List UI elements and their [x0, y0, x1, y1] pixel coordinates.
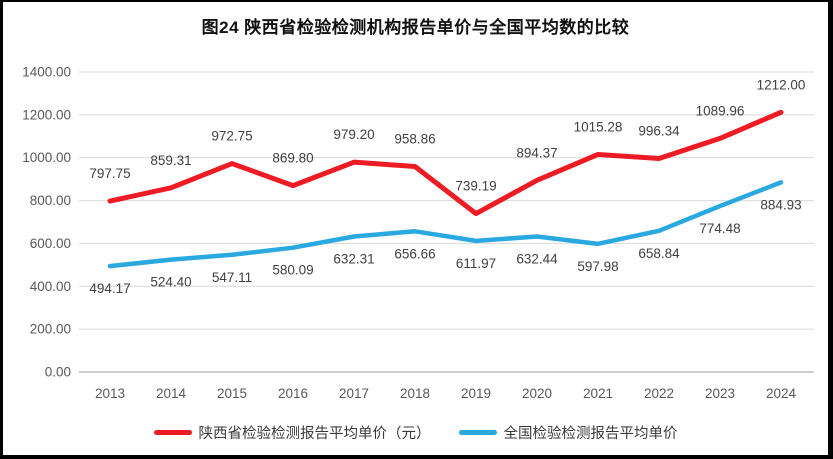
x-axis-tick-label: 2018: [400, 386, 430, 401]
data-label: 494.17: [89, 281, 130, 296]
x-axis-tick-label: 2021: [583, 386, 613, 401]
data-label: 632.44: [516, 251, 558, 266]
chart-plot-area: 0.00 200.00 400.00 600.00 800.00 1000.00 1200.…: [22, 65, 814, 401]
data-label: 972.75: [211, 129, 252, 144]
data-label: 580.09: [272, 263, 313, 278]
x-axis-tick-label: 2013: [95, 386, 125, 401]
y-axis-tick-label: 600.00: [30, 236, 71, 251]
legend-line-red-icon: [153, 430, 192, 435]
y-axis-tick-label: 800.00: [30, 193, 71, 208]
series-line-0: [107, 109, 784, 217]
x-axis-tick-label: 2019: [461, 386, 491, 401]
x-axis-tick-label: 2024: [766, 386, 797, 401]
data-label: 958.86: [394, 132, 435, 147]
data-label: 547.11: [212, 270, 252, 285]
data-label: 1015.28: [574, 119, 623, 134]
data-label: 1212.00: [757, 77, 806, 92]
data-label: 979.20: [333, 127, 374, 142]
chart-title: 图24 陕西省检验检测机构报告单价与全国平均数的比较: [201, 18, 630, 37]
x-axis-tick-label: 2022: [644, 386, 674, 401]
legend-label-shaanxi: 陕西省检验检测报告平均单价（元）: [198, 426, 431, 442]
data-label: 774.48: [699, 221, 740, 236]
x-axis-tick-label: 2017: [339, 386, 369, 401]
y-axis-tick-label: 1400.00: [22, 65, 71, 80]
y-axis-tick-label: 1000.00: [22, 150, 71, 165]
data-label: 797.75: [89, 166, 130, 181]
legend-item-national: 全国检验检测报告平均单价: [458, 422, 678, 443]
data-label: 656.66: [394, 246, 435, 261]
x-axis-tick-label: 2020: [522, 386, 552, 401]
x-axis-tick-label: 2014: [156, 386, 187, 401]
x-axis-tick-label: 2016: [278, 386, 308, 401]
y-axis-tick-label: 200.00: [30, 322, 71, 337]
data-label: 1089.96: [696, 103, 745, 118]
data-label: 611.97: [456, 256, 496, 271]
y-axis-tick-label: 0.00: [45, 365, 71, 380]
y-axis-tick-label: 1200.00: [22, 107, 71, 122]
chart-legend: 陕西省检验检测报告平均单价（元） 全国检验检测报告平均单价: [3, 422, 828, 443]
data-label: 632.31: [333, 252, 374, 267]
data-label: 597.98: [577, 259, 618, 274]
y-axis-tick-label: 400.00: [30, 279, 71, 294]
data-label: 524.40: [150, 275, 191, 290]
data-label: 894.37: [516, 145, 557, 160]
data-label: 884.93: [760, 197, 801, 212]
x-axis-tick-label: 2023: [705, 386, 735, 401]
legend-line-blue-icon: [458, 430, 497, 435]
data-label: 996.34: [638, 123, 680, 138]
data-label: 739.19: [455, 179, 496, 194]
series-line-1: [107, 180, 784, 269]
legend-item-shaanxi: 陕西省检验检测报告平均单价（元）: [153, 422, 431, 443]
data-label: 658.84: [638, 246, 680, 261]
x-axis-tick-label: 2015: [217, 386, 247, 401]
data-label: 869.80: [272, 151, 313, 166]
legend-label-national: 全国检验检测报告平均单价: [503, 426, 678, 442]
data-label: 859.31: [150, 153, 191, 168]
